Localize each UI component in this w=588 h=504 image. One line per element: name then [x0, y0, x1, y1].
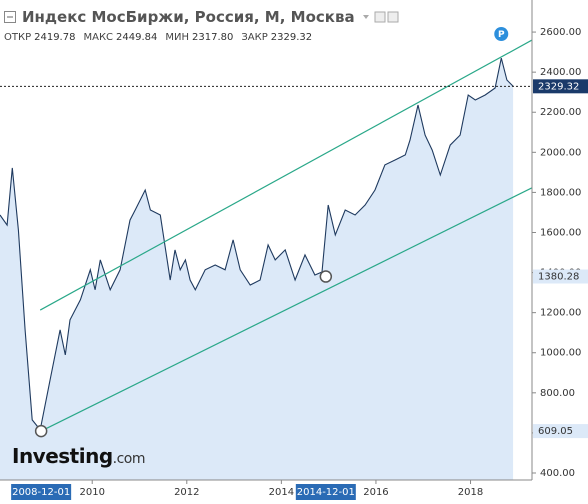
- date-box: [11, 484, 72, 500]
- value-label: 609.05: [538, 426, 573, 437]
- y-tick-label: 2600.00: [540, 27, 581, 38]
- y-tick-label: 2200.00: [540, 107, 581, 118]
- ohlc-label: МАКС: [83, 32, 114, 43]
- ohlc-label: ЗАКР: [241, 32, 268, 43]
- area-fill: [0, 58, 514, 480]
- x-tick-label: 2012: [174, 487, 199, 498]
- title-row: Индекс МосБиржи, Россия, М, Москва: [4, 8, 401, 26]
- x-tick-label: 2018: [458, 487, 483, 498]
- anchor-point: [319, 270, 333, 283]
- ohlc-value: 2419.78: [34, 32, 76, 43]
- value-box: [533, 269, 588, 284]
- y-tick-label: 1000.00: [540, 348, 581, 359]
- y-tick-label: 2400.00: [540, 67, 581, 78]
- header: Индекс МосБиржи, Россия, М, Москва ОТКР 2…: [4, 8, 401, 43]
- x-tick-label: 2016: [363, 487, 388, 498]
- date-label: 2014-12-01: [297, 487, 355, 498]
- value-box: [533, 424, 588, 439]
- anchor-point: [34, 424, 48, 438]
- x-tick-label: 2014: [269, 487, 294, 498]
- y-tick-label: 2000.00: [540, 147, 581, 158]
- y-tick-label: 400.00: [540, 468, 575, 479]
- ohlc-value: 2317.80: [192, 32, 234, 43]
- chart-title: Индекс МосБиржи, Россия, М, Москва: [22, 8, 355, 26]
- value-label: 1380.28: [538, 272, 579, 283]
- plot-area: [0, 39, 532, 480]
- y-tick-label: 1200.00: [540, 308, 581, 319]
- ohlc-label: МИН: [165, 32, 190, 43]
- ohlc-value: 2329.32: [270, 32, 313, 43]
- settings-icons[interactable]: [361, 11, 401, 23]
- collapse-icon[interactable]: [4, 11, 16, 23]
- date-label: 2008-12-01: [12, 487, 70, 498]
- y-tick-label: 1800.00: [540, 187, 581, 198]
- ohlc-label: ОТКР: [4, 32, 32, 43]
- logo-suffix: .com: [112, 451, 146, 467]
- price-line: [0, 57, 514, 432]
- ohlc-value: 2449.84: [116, 32, 158, 43]
- current-box: [533, 79, 588, 94]
- overlay: 400.00600.00800.001000.001200.001400.001…: [0, 27, 588, 500]
- date-box: [295, 484, 356, 500]
- event-marker: [494, 27, 509, 41]
- y-tick-label: 1600.00: [540, 227, 581, 238]
- logo-text: Investing: [12, 444, 113, 468]
- x-tick-label: 2010: [79, 487, 104, 498]
- logo: Investing.com: [12, 444, 146, 468]
- current-label: 2329.32: [538, 81, 579, 92]
- event-label: P: [498, 30, 505, 40]
- trend-line: [39, 39, 532, 311]
- trend-line: [40, 187, 532, 432]
- ohlc-row: ОТКР 2419.78 МАКС 2449.84 МИН 2317.80 ЗАКР 2329…: [4, 32, 401, 43]
- y-tick-label: 800.00: [540, 388, 575, 399]
